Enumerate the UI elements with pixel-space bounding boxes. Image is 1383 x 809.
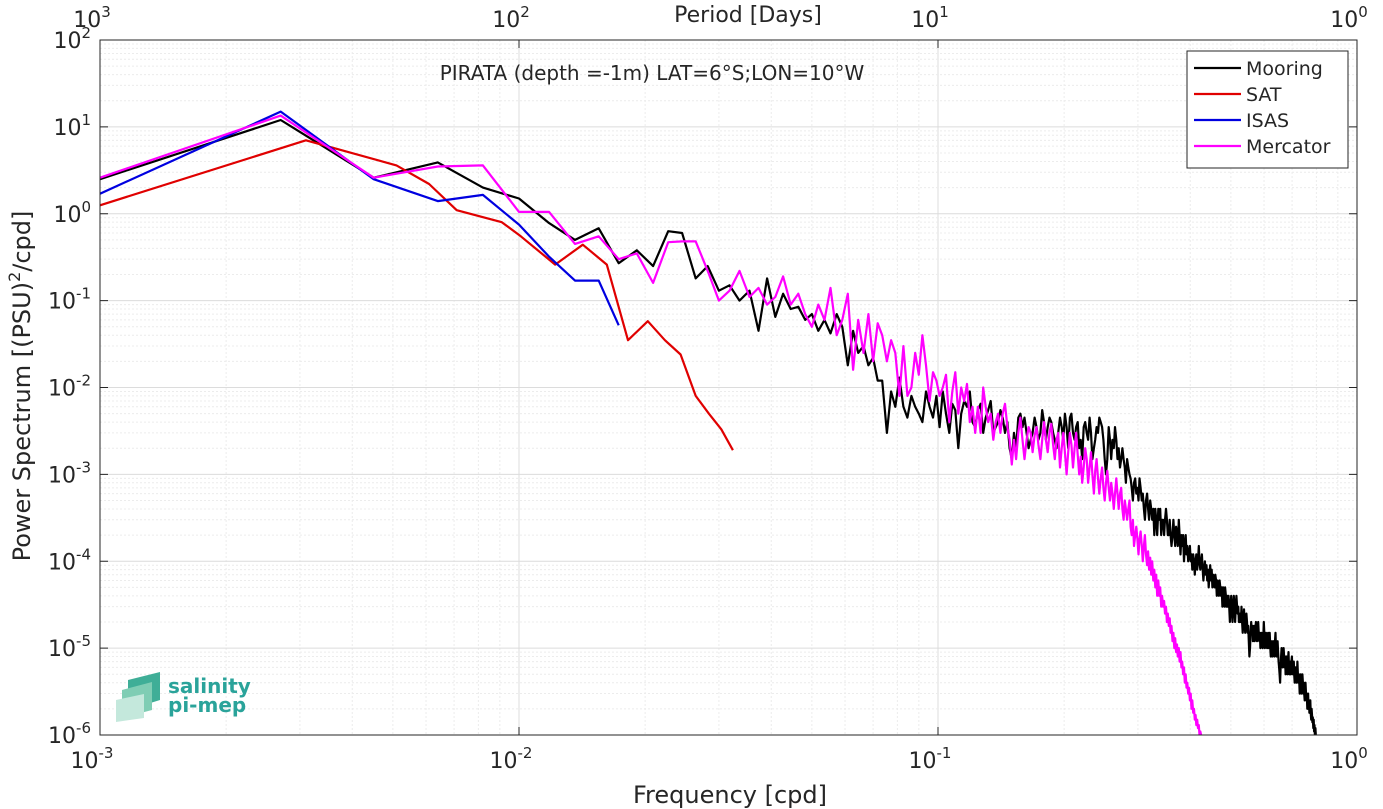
x-tick-label: 10-3 — [71, 744, 114, 774]
logo-text-salinity: salinity — [168, 674, 251, 698]
y-axis-label-sup: 2 — [5, 272, 24, 282]
legend-label-sat: SAT — [1246, 84, 1282, 106]
y-tick-label: 10-6 — [48, 719, 91, 749]
legend-box — [1186, 50, 1349, 169]
y-tick-label: 10-2 — [48, 372, 91, 402]
legend-label-mooring: Mooring — [1246, 58, 1323, 80]
y-axis-label: Power Spectrum [(PSU)2/cpd] — [5, 211, 36, 562]
series-layer — [100, 110, 1317, 735]
legend-label-mercator: Mercator — [1246, 136, 1331, 158]
x-tick-label: 10-1 — [909, 744, 952, 774]
y-tick-label: 100 — [53, 198, 91, 228]
x2-tick-label: 101 — [911, 3, 949, 33]
grid — [99, 40, 1357, 736]
y-tick-label: 10-4 — [48, 545, 91, 575]
series-line-sat — [100, 139, 734, 451]
y-tick-label: 10-3 — [48, 458, 91, 488]
x-tick-label: 10-2 — [490, 744, 533, 774]
x2-tick-label: 102 — [492, 3, 530, 33]
x2-tick-label: 103 — [73, 3, 111, 33]
logo-text-pi-mep: pi-mep — [168, 693, 247, 717]
x2-axis-label: Period [Days] — [674, 3, 822, 28]
chart-title: PIRATA (depth =-1m) LAT=6°S;LON=10°W — [440, 61, 865, 85]
x-axis-label: Frequency [cpd] — [633, 781, 827, 809]
legend: Mooring SAT ISAS Mercator — [1186, 50, 1349, 169]
y-tick-label: 10-1 — [48, 285, 91, 315]
y-tick-label: 10-5 — [48, 632, 91, 662]
legend-label-isas: ISAS — [1246, 110, 1289, 132]
x-tick-label: 100 — [1330, 744, 1368, 774]
series-line-mercator — [100, 114, 1203, 735]
x2-tick-label: 100 — [1330, 3, 1368, 33]
y-tick-label: 102 — [53, 24, 91, 54]
y-axis-label-main: Power Spectrum [(PSU) — [8, 282, 36, 561]
logo-mark — [116, 672, 160, 722]
logo-wave-front — [116, 694, 144, 722]
y-axis-label-tail: /cpd] — [8, 211, 36, 272]
y-tick-label: 101 — [53, 111, 91, 141]
series-line-mooring — [100, 118, 1317, 735]
